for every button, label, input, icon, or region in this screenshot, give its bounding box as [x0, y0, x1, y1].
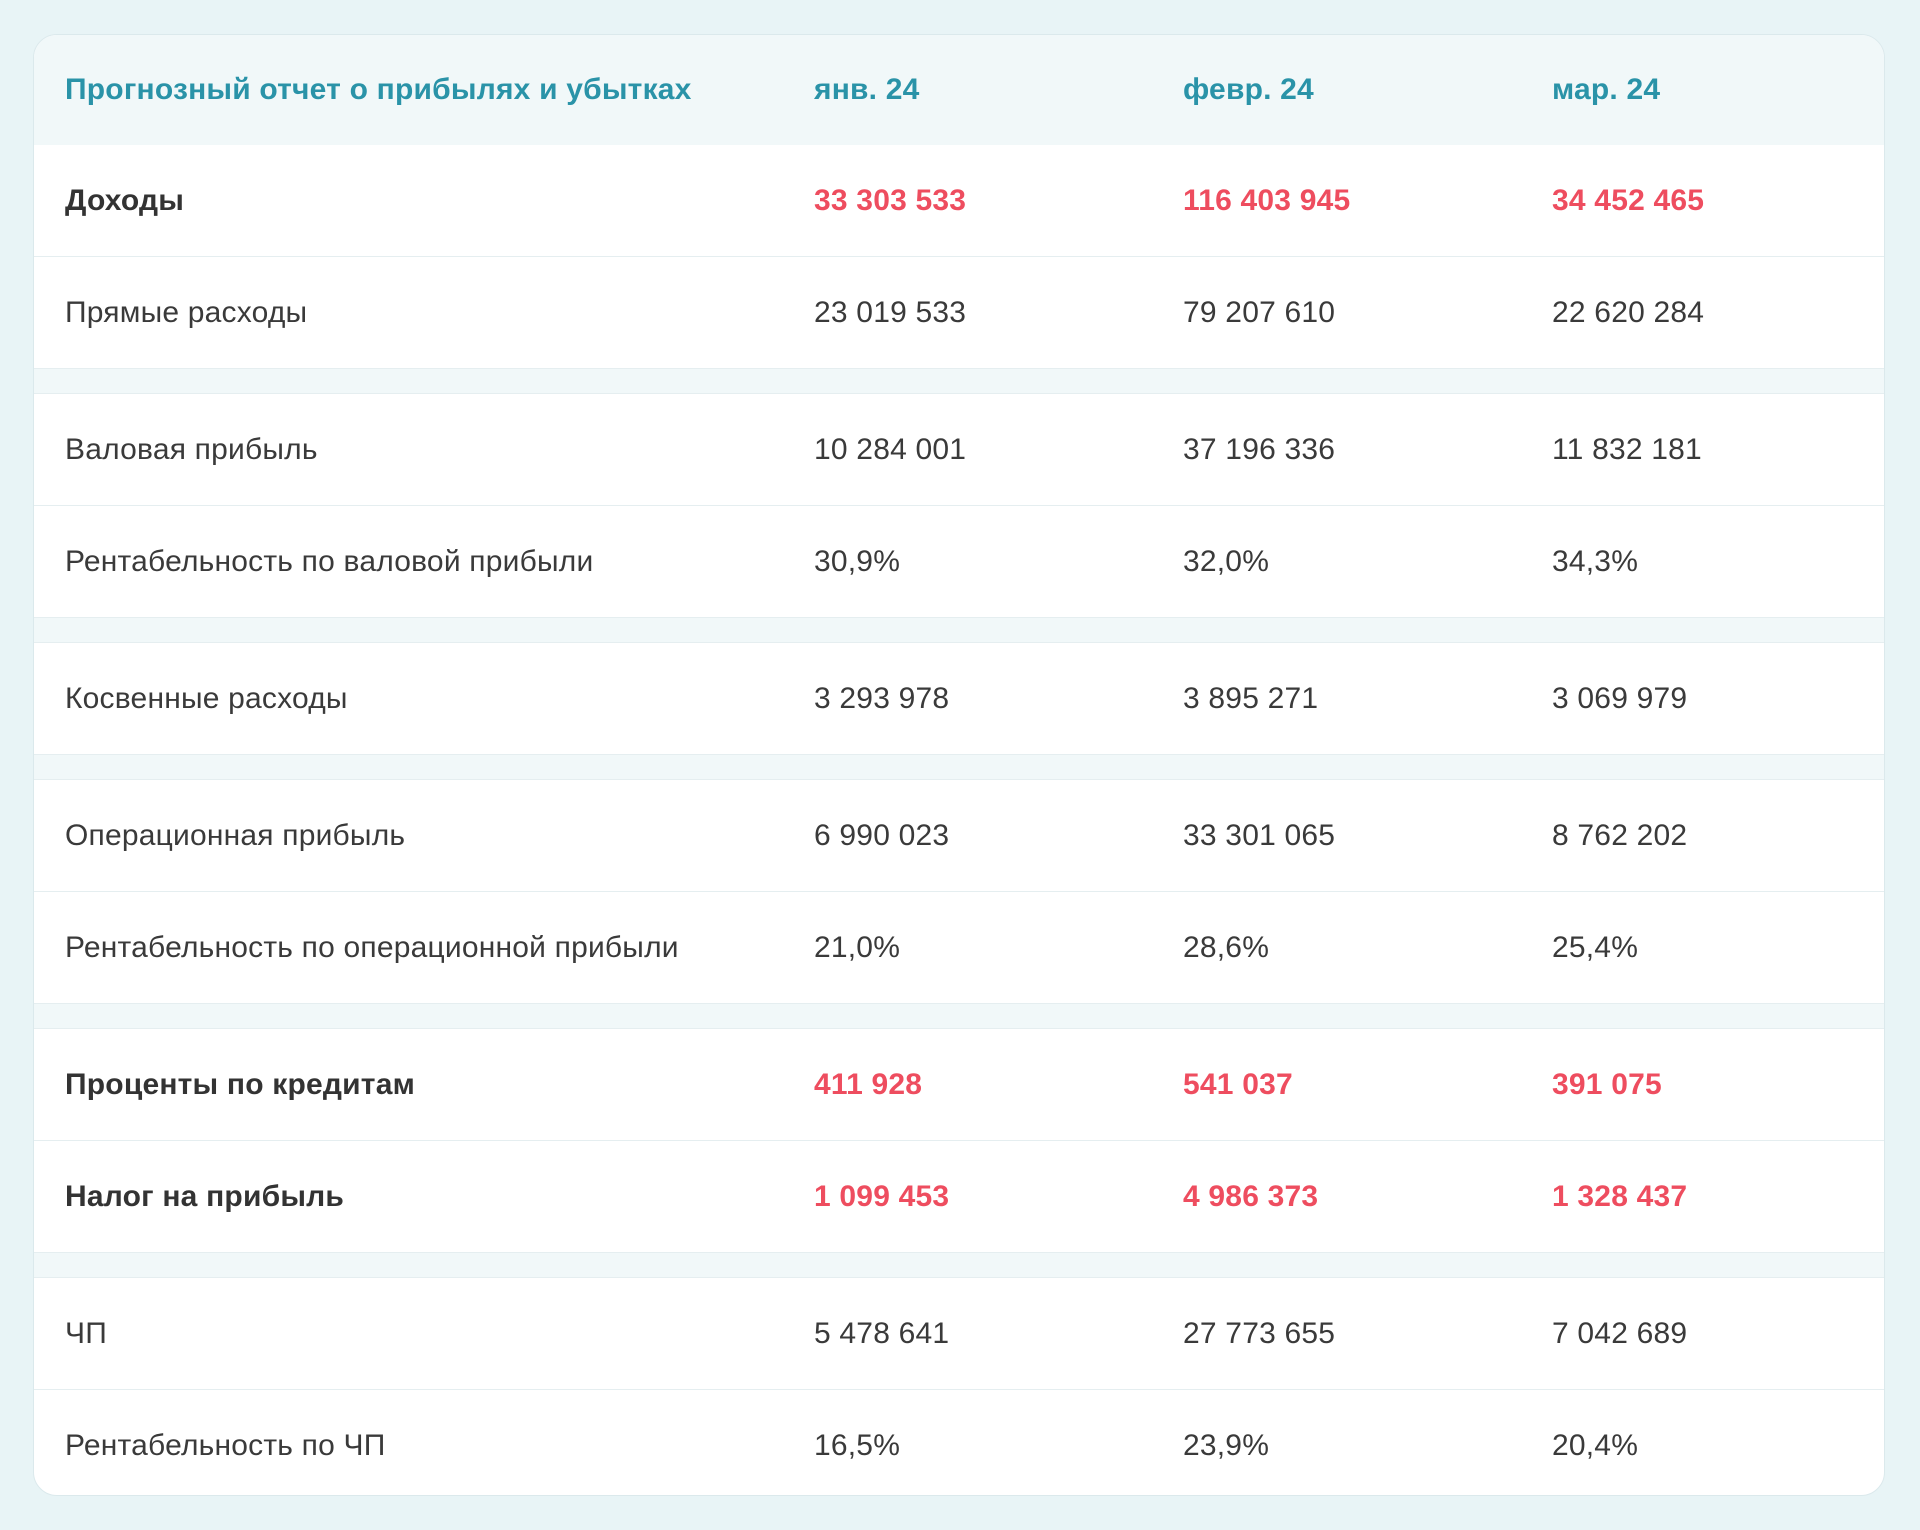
row-value-mar: 34 452 465 — [1552, 183, 1705, 217]
section-divider — [34, 369, 1884, 394]
row-value-mar: 34,3% — [1552, 544, 1639, 578]
row-value-jan: 23 019 533 — [814, 295, 967, 329]
table-row-gross-margin: Рентабельность по валовой прибыли 30,9% … — [34, 506, 1884, 618]
table-row-direct-costs: Прямые расходы 23 019 533 79 207 610 22 … — [34, 257, 1884, 369]
row-value-jan: 16,5% — [814, 1429, 901, 1462]
row-value-feb: 79 207 610 — [1183, 295, 1336, 329]
row-value-feb: 33 301 065 — [1183, 818, 1336, 852]
section-divider — [34, 1253, 1884, 1278]
row-label: Рентабельность по валовой прибыли — [65, 544, 594, 578]
row-value-jan: 3 293 978 — [814, 681, 950, 715]
row-value-jan: 6 990 023 — [814, 818, 950, 852]
row-value-feb: 32,0% — [1183, 544, 1270, 578]
row-value-jan: 33 303 533 — [814, 183, 967, 217]
row-value-mar: 22 620 284 — [1552, 295, 1705, 329]
row-label: Рентабельность по операционной прибыли — [65, 930, 679, 964]
row-value-feb: 3 895 271 — [1183, 681, 1319, 715]
table-row-net-profit: ЧП 5 478 641 27 773 655 7 042 689 — [34, 1278, 1884, 1390]
column-header-jan: янв. 24 — [814, 73, 920, 106]
section-divider — [34, 755, 1884, 780]
row-value-jan: 411 928 — [814, 1067, 923, 1101]
row-value-feb: 116 403 945 — [1183, 183, 1351, 217]
row-label: Валовая прибыль — [65, 432, 318, 466]
row-label: Налог на прибыль — [65, 1179, 345, 1213]
table-row-indirect-costs: Косвенные расходы 3 293 978 3 895 271 3 … — [34, 643, 1884, 755]
section-divider — [34, 1004, 1884, 1029]
row-value-jan: 5 478 641 — [814, 1316, 950, 1350]
row-value-feb: 28,6% — [1183, 930, 1270, 964]
column-header-mar: мар. 24 — [1552, 73, 1661, 106]
row-value-jan: 21,0% — [814, 930, 901, 964]
table-row-income-tax: Налог на прибыль 1 099 453 4 986 373 1 3… — [34, 1141, 1884, 1253]
pnl-forecast-table: Прогнозный отчет о прибылях и убытках ян… — [33, 34, 1885, 1496]
row-value-feb: 23,9% — [1183, 1429, 1270, 1462]
row-value-mar: 8 762 202 — [1552, 818, 1688, 852]
row-value-mar: 25,4% — [1552, 930, 1639, 964]
column-header-feb: февр. 24 — [1183, 73, 1314, 106]
row-label: Рентабельность по ЧП — [65, 1429, 386, 1462]
section-divider — [34, 618, 1884, 643]
row-value-jan: 1 099 453 — [814, 1179, 950, 1213]
row-value-jan: 10 284 001 — [814, 432, 967, 466]
table-header-row: Прогнозный отчет о прибылях и убытках ян… — [34, 35, 1884, 145]
row-value-mar: 3 069 979 — [1552, 681, 1688, 715]
table-row-loan-interest: Проценты по кредитам 411 928 541 037 391… — [34, 1029, 1884, 1141]
table-row-operating-margin: Рентабельность по операционной прибыли 2… — [34, 892, 1884, 1004]
row-label: ЧП — [65, 1316, 107, 1350]
row-value-feb: 4 986 373 — [1183, 1179, 1319, 1213]
row-label: Прямые расходы — [65, 295, 308, 329]
row-value-feb: 27 773 655 — [1183, 1316, 1336, 1350]
row-label: Операционная прибыль — [65, 818, 406, 852]
table-row-gross-profit: Валовая прибыль 10 284 001 37 196 336 11… — [34, 394, 1884, 506]
row-value-feb: 541 037 — [1183, 1067, 1293, 1101]
row-value-feb: 37 196 336 — [1183, 432, 1336, 466]
table-row-net-margin: Рентабельность по ЧП 16,5% 23,9% 20,4% — [34, 1390, 1884, 1495]
row-value-mar: 20,4% — [1552, 1429, 1639, 1462]
row-label: Косвенные расходы — [65, 681, 348, 715]
row-value-mar: 1 328 437 — [1552, 1179, 1688, 1213]
row-value-jan: 30,9% — [814, 544, 901, 578]
row-label: Доходы — [65, 183, 185, 217]
row-value-mar: 11 832 181 — [1552, 432, 1702, 466]
row-value-mar: 7 042 689 — [1552, 1316, 1688, 1350]
table-row-operating-profit: Операционная прибыль 6 990 023 33 301 06… — [34, 780, 1884, 892]
row-label: Проценты по кредитам — [65, 1067, 415, 1101]
row-value-mar: 391 075 — [1552, 1067, 1662, 1101]
table-row-revenue: Доходы 33 303 533 116 403 945 34 452 465 — [34, 145, 1884, 257]
report-title: Прогнозный отчет о прибылях и убытках — [65, 73, 692, 106]
